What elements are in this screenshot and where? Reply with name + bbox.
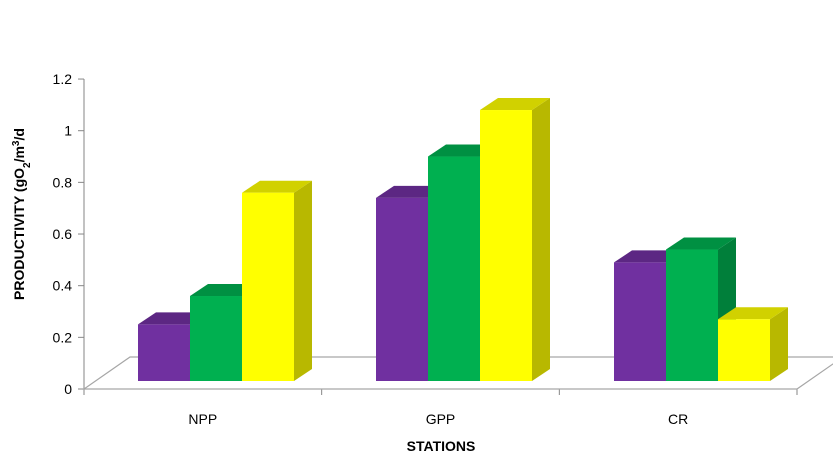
bar-front-face — [242, 192, 294, 381]
y-tick-label: 0.4 — [53, 278, 73, 294]
y-axis-title-sub: 2 — [22, 162, 33, 168]
bar-top-face — [242, 180, 312, 193]
y-tick-label: 1.2 — [53, 71, 73, 87]
y-tick-label: 0.8 — [53, 174, 73, 190]
y-axis-title-middle: /m — [11, 146, 27, 162]
labels: 0 0.2 0.4 0.6 0.8 1 1.2 NPP GPP CR — [53, 71, 689, 427]
axes — [78, 78, 798, 395]
bars — [138, 98, 788, 381]
bar-gpp-series-3 — [480, 98, 550, 381]
bar-front-face — [190, 296, 242, 381]
y-tick-label: 0 — [64, 381, 72, 397]
bar-front-face — [428, 156, 480, 381]
bar-side-face — [532, 98, 550, 381]
y-axis-title: PRODUCTIVITY (gO2/m3/d — [11, 128, 33, 300]
bar-front-face — [614, 262, 666, 381]
bar-front-face — [666, 249, 718, 381]
x-tick-label: NPP — [188, 411, 217, 427]
y-tick-label: 0.6 — [53, 226, 73, 242]
y-axis-title-suffix: /d — [11, 128, 27, 140]
bar-side-face — [294, 180, 312, 381]
x-tick-label: CR — [668, 411, 688, 427]
bar-npp-series-3 — [242, 180, 312, 381]
y-tick-label: 0.2 — [53, 329, 73, 345]
y-axis-title-sup: 3 — [11, 140, 22, 146]
bar-front-face — [480, 110, 532, 381]
bar-top-face — [718, 307, 788, 320]
y-axis-title-prefix: PRODUCTIVITY (gO — [11, 168, 27, 300]
bar-top-face — [666, 237, 736, 250]
x-tick-label: GPP — [426, 411, 456, 427]
bar-front-face — [138, 324, 190, 381]
bar-side-face — [770, 307, 788, 381]
bar-front-face — [376, 197, 428, 381]
bar-top-face — [480, 98, 550, 111]
y-tick-label: 1 — [64, 123, 72, 139]
bar-front-face — [718, 319, 770, 381]
x-axis-title: STATIONS — [407, 438, 476, 454]
bar-cr-series-3 — [718, 307, 788, 381]
